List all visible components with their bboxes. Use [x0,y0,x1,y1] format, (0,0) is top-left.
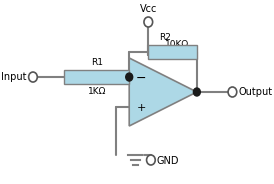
Circle shape [144,17,153,27]
Text: Input: Input [1,72,27,82]
Circle shape [228,87,237,97]
Text: Output: Output [238,87,273,97]
Text: 10KΩ: 10KΩ [165,40,190,49]
Circle shape [147,155,155,165]
Text: R2: R2 [159,33,171,42]
Bar [148,45,197,59]
Text: R1: R1 [91,58,103,67]
Circle shape [28,72,37,82]
Circle shape [126,73,133,81]
Text: GND: GND [156,156,179,166]
Polygon shape [129,58,197,126]
Bar [64,70,129,84]
Text: 1KΩ: 1KΩ [87,87,106,96]
Circle shape [193,88,200,96]
Text: +: + [137,103,146,113]
Text: −: − [136,72,147,84]
Text: Vcc: Vcc [140,4,157,14]
